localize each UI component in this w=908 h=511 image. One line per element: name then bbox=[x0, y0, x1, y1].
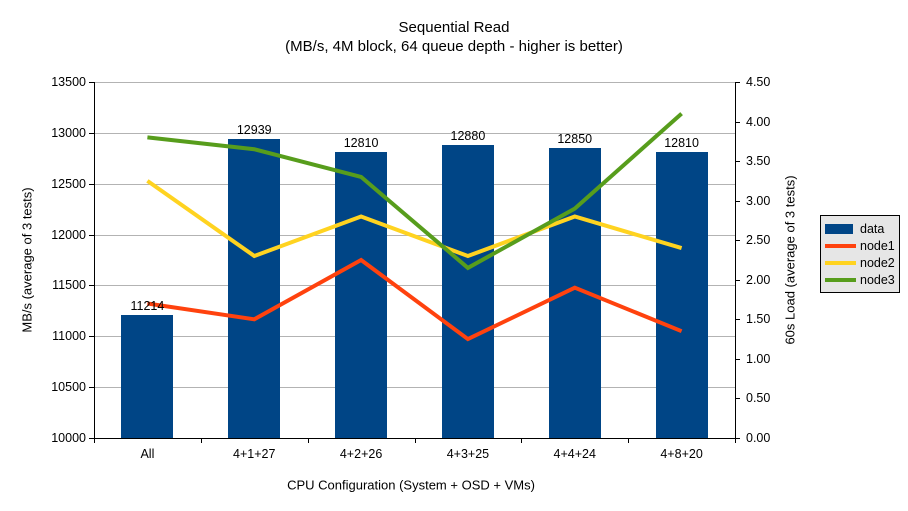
legend-swatch-data bbox=[825, 223, 853, 234]
bar-value-label: 12810 bbox=[343, 136, 379, 151]
bar bbox=[228, 139, 281, 438]
bar-value-label: 12939 bbox=[236, 123, 272, 138]
y-axis-tick-left bbox=[89, 387, 94, 389]
y-tick-label-right: 1.00 bbox=[746, 351, 771, 366]
y-axis-tick-left bbox=[89, 183, 94, 185]
line-series-layer bbox=[146, 112, 683, 342]
y-tick-label-right: 4.50 bbox=[746, 75, 771, 89]
gridline bbox=[94, 285, 735, 287]
line-node2 bbox=[146, 179, 683, 259]
legend-label: node2 bbox=[860, 255, 895, 270]
y-axis-tick-left bbox=[89, 132, 94, 134]
legend-swatch-wrap bbox=[825, 223, 856, 234]
y-tick-label-left: 11000 bbox=[52, 329, 86, 344]
x-axis-tick bbox=[200, 438, 202, 443]
y-tick-label-left: 12500 bbox=[51, 176, 86, 191]
bar bbox=[121, 314, 174, 438]
legend-item-node1: node1 bbox=[825, 237, 895, 254]
line-node3 bbox=[147, 112, 683, 271]
x-tick-label: 4+3+25 bbox=[446, 447, 490, 461]
x-tick-label: 4+2+26 bbox=[339, 447, 383, 461]
legend: data node1 node2 node3 bbox=[820, 215, 900, 293]
legend-swatch-wrap bbox=[825, 260, 856, 265]
legend-swatch-node1 bbox=[825, 243, 856, 248]
y-axis-tick-left bbox=[89, 285, 94, 287]
y-tick-label-right: 1.50 bbox=[746, 312, 771, 327]
y-axis-tick-right bbox=[735, 438, 740, 439]
x-tick-label: 4+4+24 bbox=[553, 447, 596, 461]
bar-value-label: 12850 bbox=[557, 132, 593, 147]
y-axis-tick-right bbox=[735, 279, 740, 281]
bar-value-label: 12810 bbox=[664, 136, 699, 151]
bar bbox=[441, 145, 494, 438]
x-tick-label: All bbox=[140, 447, 155, 461]
bar-value-label: 11214 bbox=[130, 298, 165, 313]
chart-subtitle: (MB/s, 4M block, 64 queue depth - higher… bbox=[285, 38, 623, 55]
legend-item-node3: node3 bbox=[825, 271, 895, 288]
y-tick-label-right: 2.50 bbox=[746, 233, 771, 248]
y-axis-tick-right bbox=[735, 82, 740, 83]
y-tick-label-left: 10000 bbox=[51, 431, 86, 445]
y-tick-label-right: 2.00 bbox=[746, 272, 771, 287]
bar-value-label: 12880 bbox=[450, 129, 486, 144]
x-tick-label: 4+1+27 bbox=[233, 447, 276, 461]
legend-label: node1 bbox=[860, 238, 895, 253]
y-tick-label-left: 12000 bbox=[51, 227, 86, 242]
x-axis-tick bbox=[521, 438, 523, 443]
gridline bbox=[94, 387, 735, 389]
x-axis-tick bbox=[735, 438, 736, 443]
y-tick-label-right: 3.50 bbox=[746, 154, 771, 169]
x-tick-label: 4+8+20 bbox=[660, 447, 703, 461]
gridline bbox=[94, 336, 735, 338]
y-tick-label-right: 3.00 bbox=[746, 193, 771, 208]
y-axis-tick-right bbox=[735, 161, 740, 163]
legend-swatch-wrap bbox=[825, 243, 856, 248]
x-axis-tick bbox=[628, 438, 630, 443]
y-tick-label-right: 0.00 bbox=[746, 431, 771, 445]
y-tick-label-right: 0.50 bbox=[746, 391, 771, 406]
y-axis-tick-right bbox=[735, 319, 740, 321]
y-tick-label-left: 10500 bbox=[51, 380, 86, 395]
y-tick-label-right: 4.00 bbox=[746, 114, 771, 129]
x-axis-title: CPU Configuration (System + OSD + VMs) bbox=[287, 477, 535, 493]
y-axis-tick-right bbox=[735, 240, 740, 242]
bar bbox=[655, 152, 708, 438]
legend-label: data bbox=[860, 221, 885, 236]
y-axis-tick-right bbox=[735, 121, 740, 123]
y-axis-tick-left bbox=[89, 336, 94, 338]
y-axis-right bbox=[735, 82, 736, 439]
chart-title: Sequential Read bbox=[398, 19, 510, 36]
x-axis-tick bbox=[414, 438, 416, 443]
y-axis-tick-left bbox=[89, 234, 94, 236]
y-tick-label-left: 13500 bbox=[51, 75, 86, 89]
y-tick-label-left: 13000 bbox=[51, 125, 86, 140]
gridline bbox=[94, 132, 735, 134]
y-axis-tick-left bbox=[89, 82, 94, 83]
y-axis-tick-right bbox=[735, 398, 740, 400]
x-axis-tick bbox=[94, 438, 95, 443]
legend-swatch-wrap bbox=[825, 277, 856, 282]
y-axis-tick-right bbox=[735, 358, 740, 360]
legend-label: node3 bbox=[860, 272, 895, 287]
y-axis-tick-left bbox=[89, 438, 94, 439]
gridline bbox=[94, 183, 735, 185]
line-node1 bbox=[147, 257, 683, 342]
legend-item-data: data bbox=[825, 220, 895, 237]
y-tick-label-left: 11500 bbox=[52, 278, 86, 293]
legend-swatch-node2 bbox=[825, 260, 856, 265]
gridline bbox=[94, 82, 735, 83]
y-axis-left bbox=[94, 82, 95, 439]
x-axis-tick bbox=[307, 438, 309, 443]
legend-swatch-node3 bbox=[825, 277, 856, 282]
y-axis-title-left: MB/s (average of 3 tests) bbox=[19, 187, 35, 333]
bar bbox=[335, 152, 388, 438]
y-axis-tick-right bbox=[735, 200, 740, 202]
legend-item-node2: node2 bbox=[825, 254, 895, 271]
